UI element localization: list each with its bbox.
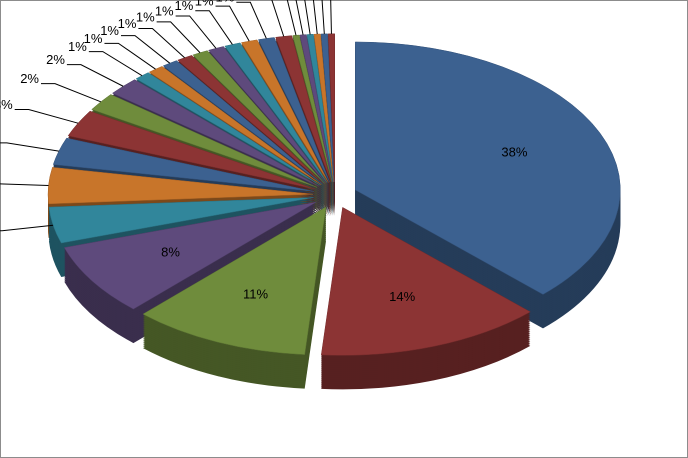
- leader-line: [120, 35, 171, 64]
- data-label: 8%: [161, 245, 180, 260]
- slice: [47, 167, 314, 205]
- leader-line: [304, 0, 311, 35]
- slice: [91, 94, 318, 188]
- leader-line: [41, 83, 102, 103]
- slice: [63, 201, 317, 310]
- slice: [327, 33, 335, 182]
- slice-tops: [47, 33, 621, 356]
- slice: [240, 39, 329, 183]
- slice: [313, 33, 334, 182]
- data-label: 11%: [243, 286, 268, 301]
- data-label: 1%: [136, 9, 155, 24]
- leader-line: [66, 64, 124, 87]
- slice: [355, 41, 621, 295]
- leader-line: [0, 142, 59, 152]
- data-label: 1%: [68, 39, 87, 54]
- leader-line: [295, 0, 304, 35]
- leader-line: [195, 10, 233, 45]
- leader-line: [236, 1, 267, 39]
- leader-line: [156, 21, 201, 54]
- leader-line: [138, 27, 185, 59]
- leader-line: [330, 0, 332, 34]
- data-labels: 38%14%11%8%4%4%3%3%2%2%1%1%1%1%1%1%1%1%1…: [0, 0, 528, 304]
- slice-side: [275, 37, 332, 185]
- slice: [275, 35, 332, 183]
- leader-line: [312, 0, 318, 35]
- data-label: 1%: [216, 0, 235, 5]
- slice: [67, 110, 316, 190]
- leader-line: [104, 42, 156, 70]
- slice: [48, 197, 314, 244]
- leader-line: [271, 0, 285, 37]
- data-label: 1%: [155, 3, 174, 18]
- slice: [177, 55, 324, 184]
- data-label: 1%: [84, 31, 103, 46]
- data-label: 1%: [237, 0, 256, 2]
- slice: [320, 33, 335, 182]
- leader-line: [215, 5, 250, 42]
- slice: [142, 206, 327, 355]
- leader-line: [321, 0, 325, 34]
- leader-line: [175, 15, 217, 49]
- leader-line: [0, 183, 49, 187]
- data-label: 2%: [20, 71, 39, 86]
- data-label: 14%: [389, 289, 415, 304]
- data-label: 1%: [174, 0, 193, 13]
- slice: [111, 79, 319, 187]
- data-label: 2%: [46, 52, 65, 67]
- data-label: 1%: [195, 0, 214, 9]
- leader-line: [286, 0, 297, 36]
- slice-side: [292, 37, 333, 184]
- slice: [162, 60, 323, 185]
- slice: [320, 206, 531, 356]
- data-label: 1%: [100, 23, 119, 38]
- data-label: 38%: [501, 144, 527, 159]
- leader-line: [0, 224, 54, 232]
- data-label: 3%: [0, 97, 13, 112]
- data-label: 1%: [118, 16, 137, 31]
- leader-line: [14, 108, 79, 124]
- leader-line: [88, 51, 143, 77]
